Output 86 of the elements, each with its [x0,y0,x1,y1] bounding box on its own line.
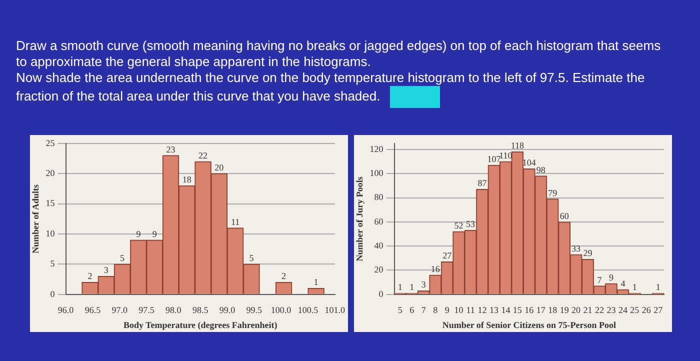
x-tick-label: 20 [572,305,582,316]
data-label: 9 [136,228,142,239]
data-label: 4 [620,278,626,288]
data-label: 16 [430,264,440,274]
y-axis-title: Number of Jury Pools [354,176,365,262]
data-label: 11 [230,216,240,227]
y-axis-title: Number of Adults [30,184,41,254]
text: Now shade the area underneath the curve on the body temperature histogram to the left of 97.5. Estimate the fraction of the total area under this curve that you have shaded. [16,70,646,106]
y-tick-label: 0 [378,288,384,299]
y-tick-label: 15 [46,198,56,208]
data-label: 52 [454,220,464,230]
x-tick-label: 100.0 [270,305,292,316]
data-label: 29 [583,248,593,258]
data-label: 98 [536,164,546,175]
x-tick-label: 6 [410,305,415,316]
y-tick-label: 20 [46,168,56,178]
x-tick-label: 18 [548,305,558,316]
x-tick-label: 19 [560,305,570,316]
x-tick-label: 14 [501,305,511,316]
y-tick-label: 80 [374,192,384,202]
data-label: 27 [442,250,452,261]
x-tick-label: 15 [512,305,522,316]
x-tick-label: 17 [536,305,546,316]
data-label: 1 [656,282,660,292]
data-label: 2 [282,271,286,282]
x-tick-label: 96.0 [58,305,74,316]
data-label: 1 [314,277,318,288]
x-tick-label: 100.5 [298,305,319,316]
x-axis-title: Number of Senior Citizens on 75-Person Pool [442,320,616,330]
data-label: 53 [466,219,476,230]
x-tick-label: 9 [444,305,450,316]
x-tick-label: 8 [433,305,438,316]
y-tick-label: 100 [370,168,384,178]
data-label: 5 [249,253,254,264]
x-tick-label: 21 [583,305,592,316]
x-tick-label: 12 [478,305,487,316]
data-label: 79 [548,188,558,198]
data-label: 9 [608,272,614,282]
x-tick-label: 98.0 [166,305,182,316]
data-label: 23 [166,144,176,154]
data-label: 33 [572,243,582,254]
x-tick-label: 23 [606,305,616,316]
x-tick-label: 96.5 [84,305,102,316]
y-tick-label: 0 [50,288,56,299]
data-label: 9 [152,228,158,239]
x-tick-label: 25 [630,305,640,316]
y-tick-label: 120 [370,144,384,154]
x-tick-label: 99.5 [246,305,263,316]
x-tick-label: 11 [466,305,475,316]
x-tick-label: 27 [654,305,664,316]
data-label: 1 [632,282,637,292]
data-label: 7 [597,274,602,285]
data-label: 1 [398,282,402,292]
x-tick-label: 97.5 [138,305,155,316]
y-tick-label: 10 [46,228,56,238]
x-tick-label: 5 [398,305,403,316]
y-tick-label: 5 [50,258,56,269]
text: Draw a smooth curve (smooth meaning having no breaks or jagged edges) on top of each histogram that seems to approximate the general shape apparent in the histograms. [16,38,662,70]
data-label: 22 [198,150,208,160]
data-label: 107 [487,154,502,164]
x-tick-label: 97.0 [112,305,128,316]
x-tick-label: 13 [489,305,499,316]
x-tick-label: 10 [454,305,464,316]
data-label: 20 [214,162,224,172]
x-tick-label: 99.0 [219,305,236,316]
y-tick-label: 20 [374,264,384,275]
x-tick-label: 26 [642,305,652,316]
data-label: 87 [478,178,488,188]
data-label: 3 [104,265,109,276]
x-tick-label: 24 [618,305,628,316]
y-tick-label: 40 [374,240,384,250]
x-axis-title: Body Temperature (degrees Fahrenheit) [123,320,278,330]
y-tick-label: 60 [374,216,384,226]
data-label: 1 [410,282,414,292]
x-tick-label: 101.0 [324,305,346,316]
data-label: 3 [421,280,426,290]
data-label: 2 [88,271,92,282]
x-tick-label: 16 [524,305,534,316]
data-label: 118 [510,140,525,151]
data-label: 5 [120,253,126,264]
x-tick-label: 7 [421,305,426,316]
x-tick-label: 22 [595,305,604,316]
data-label: 60 [560,210,570,221]
y-tick-label: 25 [46,138,56,148]
data-label: 18 [182,174,192,185]
x-tick-label: 98.5 [192,305,209,316]
